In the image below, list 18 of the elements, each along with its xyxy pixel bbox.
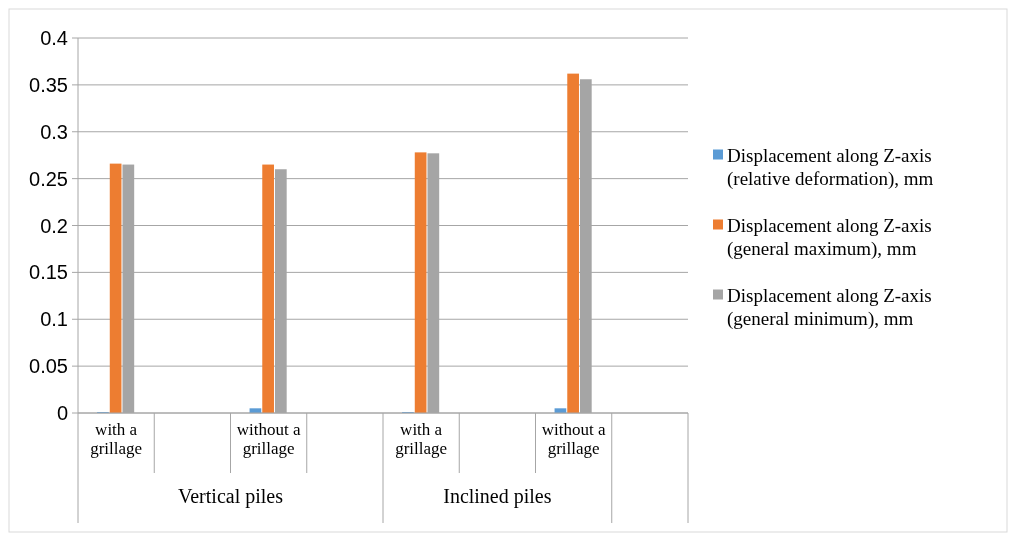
y-tick-label: 0.35 — [29, 73, 68, 96]
legend-label: Displacement along Z-axis (general minimum), mm — [727, 285, 932, 330]
y-tick-label: 0.3 — [40, 120, 68, 143]
text: Inclined piles — [443, 485, 552, 508]
x-tick-label: with a grillage — [395, 420, 448, 458]
text: Vertical piles — [178, 485, 284, 508]
legend-label: Displacement along Z-axis (relative deformation), mm — [727, 145, 934, 190]
y-tick-label: 0.25 — [29, 167, 68, 190]
y-tick-label: 0.2 — [40, 214, 68, 237]
y-tick-label: 0.1 — [40, 308, 68, 331]
y-tick-label: 0.05 — [29, 355, 68, 378]
x-tick-label: with a grillage — [90, 420, 143, 458]
x-tick-label: without a grillage — [541, 420, 606, 458]
y-tick-label: 0.15 — [29, 261, 68, 284]
legend-label: Displacement along Z-axis (general maximum), mm — [727, 215, 932, 260]
y-tick-label: 0 — [56, 402, 68, 424]
x-tick-label: without a grillage — [236, 420, 301, 458]
y-tick-label: 0.4 — [40, 27, 68, 49]
